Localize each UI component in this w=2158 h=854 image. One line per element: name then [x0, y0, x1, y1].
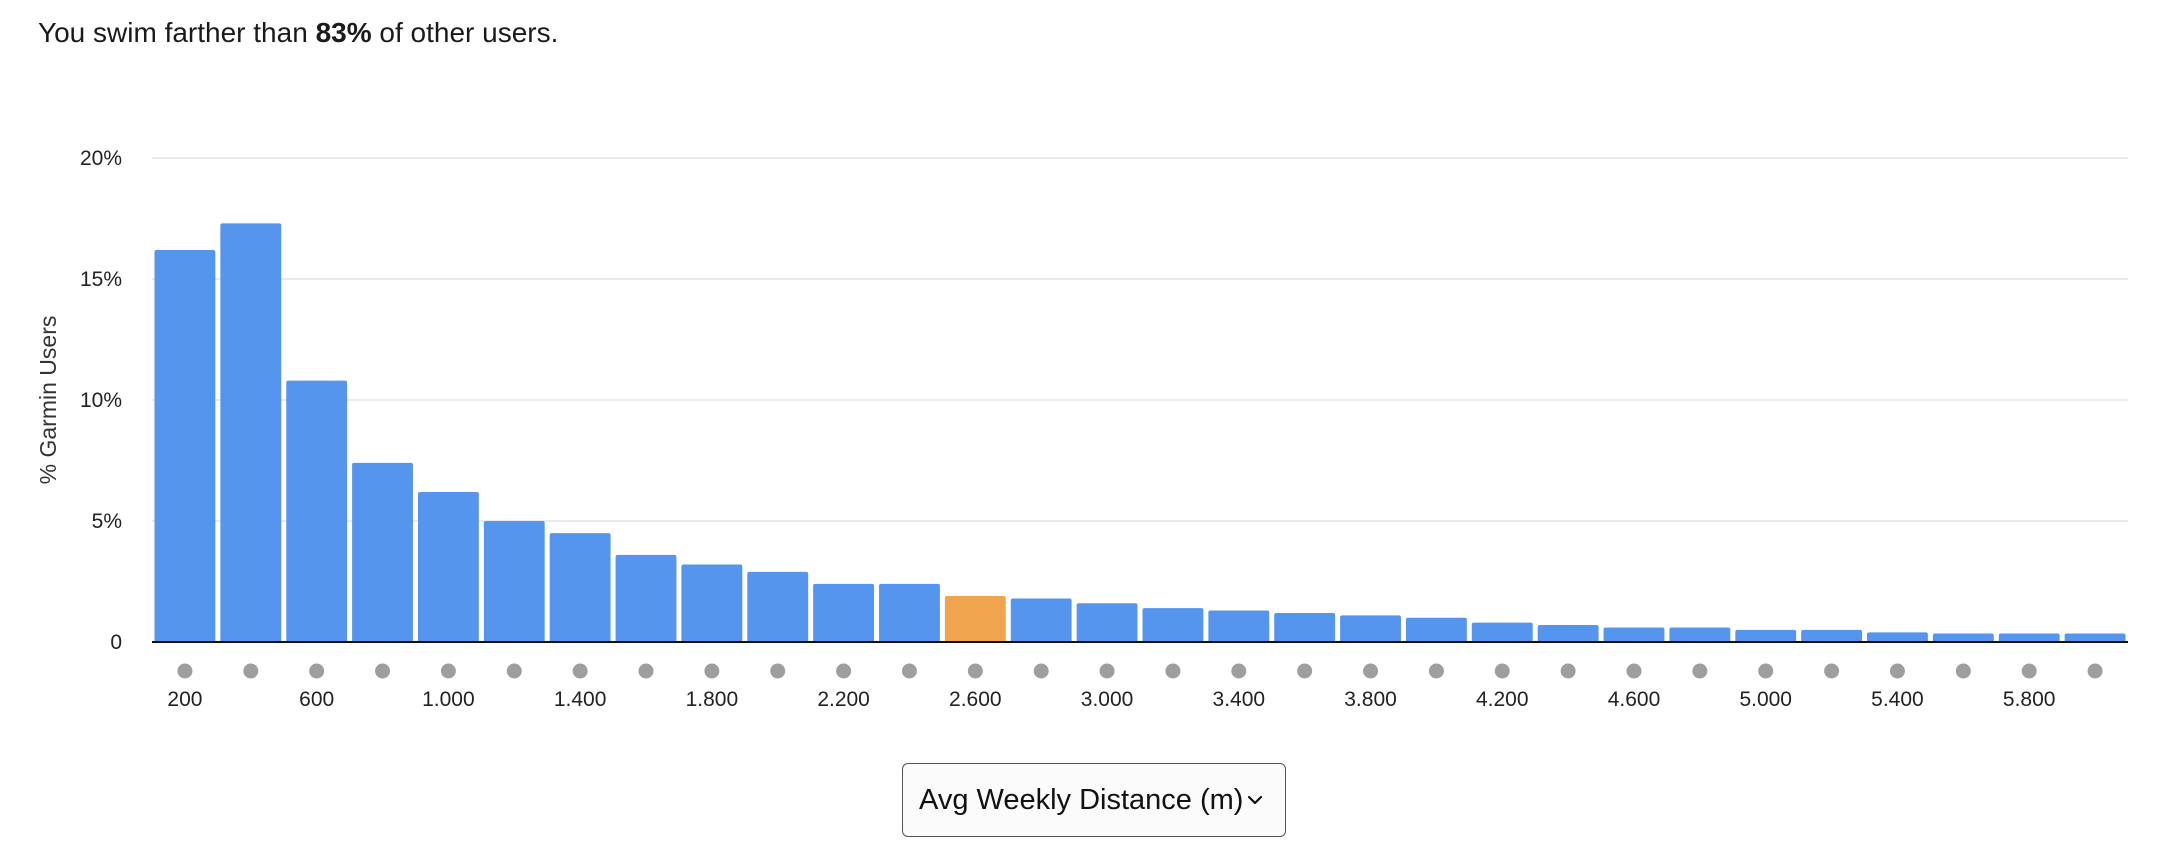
x-dot [440, 663, 456, 679]
x-tick-label: 600 [299, 688, 334, 711]
bar: 1.000: 6.2% [417, 491, 479, 642]
x-dot [572, 663, 588, 679]
bar: 6.000: 0.35% [2064, 633, 2126, 642]
bar: 1.600: 3.6% [615, 554, 677, 642]
bar: 1.800: 3.2% [681, 564, 743, 642]
bar: 5.200: 0.5% [1801, 629, 1863, 642]
x-tick-label: 5.400 [1871, 688, 1924, 711]
bar: 5.400: 0.4% [1867, 632, 1928, 642]
bar: 800: 7.4% [352, 462, 413, 642]
y-tick-label: 5% [92, 510, 122, 533]
bar: 2.000: 2.9% [747, 571, 809, 642]
bar: 600: 10.8% [286, 380, 348, 642]
x-dot [1758, 663, 1774, 679]
bar: 3.600: 1.2% [1274, 612, 1336, 642]
x-dot [1165, 663, 1181, 679]
x-dot [901, 663, 917, 679]
x-tick-label: 4.600 [1608, 688, 1661, 711]
metric-select[interactable]: Avg Weekly Distance (m) [902, 763, 1286, 837]
summary-percent: 83% [315, 17, 372, 48]
x-tick-label: 3.800 [1344, 688, 1397, 711]
bar: 3.000: 1.6% [1076, 603, 1138, 642]
distance-histogram: 0 5% 10% 15% 20% % Garmin Users 200: 16.2%400:… [35, 147, 2128, 711]
x-tick-label: 3.000 [1081, 688, 1134, 711]
x-tick-label: 1.000 [422, 688, 475, 711]
x-dot [1560, 663, 1576, 679]
summary-prefix: You swim farther than [38, 17, 308, 48]
y-tick-label: 0 [110, 631, 122, 654]
x-dot [243, 663, 259, 679]
x-dot [836, 663, 852, 679]
bar: 2.400: 2.4% [879, 583, 940, 642]
summary-suffix: of other users. [379, 17, 559, 48]
bar: 2.200: 2.4% [813, 583, 875, 642]
y-tick-label: 20% [80, 147, 122, 170]
x-dot [506, 663, 522, 679]
x-dot [1824, 663, 1840, 679]
x-dot [770, 663, 786, 679]
bar: 200: 16.2% [154, 249, 216, 642]
x-dot [1494, 663, 1510, 679]
bar: 4.600: 0.6% [1603, 627, 1665, 642]
bar: 4.800: 0.6% [1669, 627, 1731, 642]
x-tick-label: 1.800 [686, 688, 739, 711]
x-dot [1626, 663, 1642, 679]
x-dot [967, 663, 983, 679]
bar: 3.200: 1.4% [1142, 608, 1204, 642]
bar: 4.200: 0.8% [1471, 622, 1533, 642]
x-dot [1099, 663, 1115, 679]
bar: 2.800: 1.8% [1010, 598, 1072, 642]
x-tick-label: 2.200 [817, 688, 870, 711]
y-tick-label: 15% [80, 268, 122, 291]
x-dot [1231, 663, 1247, 679]
x-tick-label: 5.000 [1739, 688, 1792, 711]
x-dot [2021, 663, 2037, 679]
x-dot [1692, 663, 1708, 679]
bar: 4.400: 0.7% [1537, 625, 1599, 642]
x-tick-label: 2.600 [949, 688, 1002, 711]
x-dot [704, 663, 720, 679]
bar: 1.400: 4.5% [549, 533, 611, 642]
chevron-down-icon [1247, 792, 1263, 808]
x-dot [375, 663, 391, 679]
y-axis-title: % Garmin Users [35, 316, 61, 485]
highlighted-bar: 2.600: 1.9% [944, 596, 1006, 642]
x-tick-label: 5.800 [2003, 688, 2056, 711]
bar: 3.400: 1.3% [1208, 610, 1270, 642]
x-dot [177, 663, 193, 679]
bar: 4.000: 1% [1405, 617, 1467, 642]
y-tick-label: 10% [80, 389, 122, 412]
x-dot [1363, 663, 1379, 679]
comparison-summary: You swim farther than 83% of other users… [38, 14, 558, 52]
bar: 5.000: 0.5% [1735, 629, 1797, 642]
x-tick-label: 4.200 [1476, 688, 1529, 711]
x-dot [1889, 663, 1905, 679]
x-tick-label: 3.400 [1213, 688, 1266, 711]
x-tick-label: 1.400 [554, 688, 607, 711]
bar: 3.800: 1.1% [1340, 615, 1401, 642]
x-dot [1033, 663, 1049, 679]
x-dot [638, 663, 654, 679]
x-dot [1297, 663, 1313, 679]
bar: 1.200: 5% [483, 521, 545, 642]
x-dot [309, 663, 325, 679]
bar: 400: 17.3% [220, 223, 282, 642]
x-dot [1955, 663, 1971, 679]
x-dot [2087, 663, 2103, 679]
bar: 5.600: 0.35% [1932, 633, 1994, 642]
metric-select-label: Avg Weekly Distance (m) [919, 783, 1244, 816]
x-tick-label: 200 [167, 688, 202, 711]
bar: 5.800: 0.35% [1998, 633, 2060, 642]
x-dot [1428, 663, 1444, 679]
